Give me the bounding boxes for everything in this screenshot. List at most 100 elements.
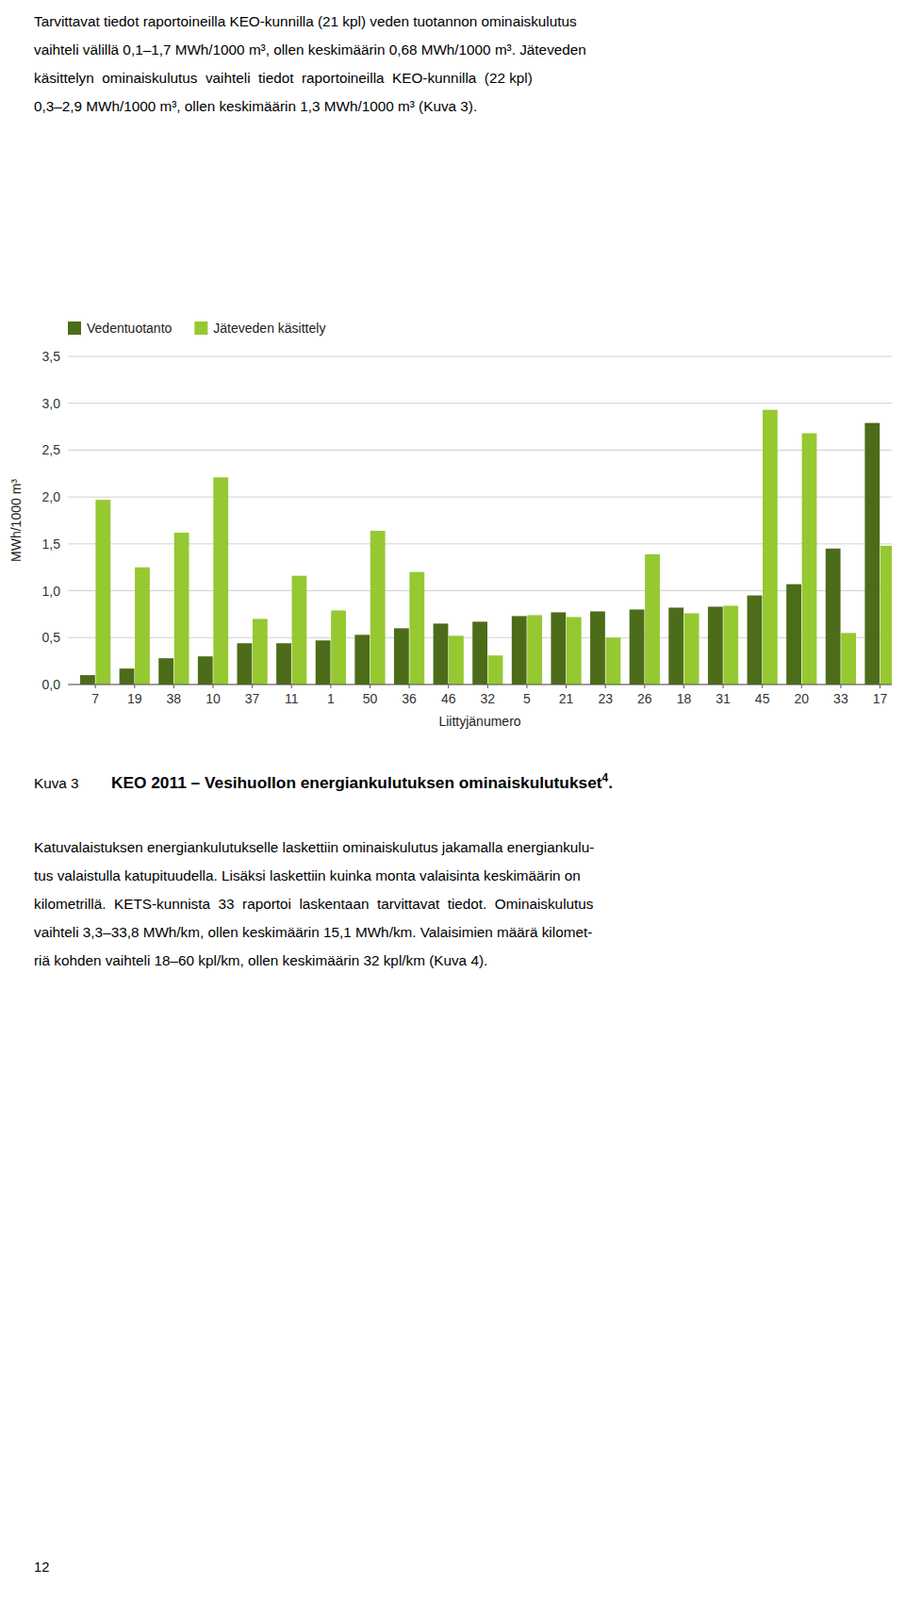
caption-period: . xyxy=(608,773,613,792)
bar xyxy=(880,545,892,685)
body-line: riä kohden vaihteli 18–60 kpl/km, ollen … xyxy=(33,952,488,969)
legend-item: Vedentuotanto xyxy=(67,320,173,336)
bar xyxy=(668,607,684,685)
y-tick-label: 2,0 xyxy=(42,489,62,505)
bar xyxy=(550,611,566,685)
x-tick xyxy=(683,684,685,689)
y-tick-label: 3,0 xyxy=(42,395,62,412)
page: Tarvittavat tiedot raportoineilla KEO-ku… xyxy=(0,0,905,1600)
bar xyxy=(684,612,700,685)
bar xyxy=(330,609,346,685)
x-tick xyxy=(643,684,645,689)
y-tick-label: 1,0 xyxy=(42,583,62,599)
x-tick-label: 10 xyxy=(205,691,221,707)
body-line: vaihteli välillä 0,1–1,7 MWh/1000 m³, ol… xyxy=(33,41,587,58)
bar xyxy=(80,674,96,685)
x-tick xyxy=(879,684,881,689)
x-axis-line xyxy=(67,684,892,686)
x-tick xyxy=(605,684,607,689)
bar xyxy=(354,634,370,685)
caption: Kuva 3KEO 2011 – Vesihuollon energiankul… xyxy=(33,771,613,792)
x-tick-label: 50 xyxy=(362,691,379,707)
bar xyxy=(590,610,606,685)
legend-item: Jäteveden käsittely xyxy=(194,320,326,336)
chart: 0,00,51,01,52,02,53,03,57193810371115036… xyxy=(8,320,896,729)
x-tick-label: 7 xyxy=(91,691,99,707)
x-tick xyxy=(487,684,489,689)
bar xyxy=(644,554,660,685)
bar xyxy=(472,621,488,685)
bar xyxy=(488,655,504,685)
legend-swatch xyxy=(67,321,82,335)
legend-label: Vedentuotanto xyxy=(86,320,173,336)
bars xyxy=(80,410,892,685)
x-tick xyxy=(447,684,449,689)
legend-swatch xyxy=(194,321,208,335)
bar xyxy=(840,632,856,685)
y-tick-label: 1,5 xyxy=(42,536,62,552)
x-tick-label: 17 xyxy=(872,691,889,707)
bar xyxy=(370,530,386,685)
x-tick-label: 20 xyxy=(793,691,809,707)
bar xyxy=(566,616,582,685)
grid-line xyxy=(67,684,892,686)
bar xyxy=(786,584,802,685)
x-axis-label: Liittyjänumero xyxy=(438,713,521,729)
y-tick-label: 0,5 xyxy=(42,629,62,645)
x-tick xyxy=(526,684,527,689)
x-tick-label: 1 xyxy=(327,691,335,707)
x-tick xyxy=(369,684,371,689)
top-paragraph: Tarvittavat tiedot raportoineilla KEO-ku… xyxy=(33,13,587,115)
body-line: Tarvittavat tiedot raportoineilla KEO-ku… xyxy=(33,13,577,30)
x-tick xyxy=(173,684,175,689)
bottom-paragraph: Katuvalaistuksen energiankulutukselle la… xyxy=(33,839,594,969)
body-line: kilometrillä. KETS-kunnista 33 raportoi … xyxy=(33,895,594,912)
x-tick xyxy=(251,684,253,689)
bar xyxy=(802,433,818,685)
x-tick xyxy=(212,684,214,689)
x-tick xyxy=(95,684,97,689)
x-tick-label: 32 xyxy=(480,691,496,707)
bar xyxy=(276,642,292,685)
bar xyxy=(409,572,425,685)
x-tick xyxy=(133,684,135,689)
bar xyxy=(747,595,763,685)
bar xyxy=(762,410,778,685)
x-tick-label: 36 xyxy=(401,691,417,707)
x-tick-label: 26 xyxy=(637,691,653,707)
bar xyxy=(723,605,739,685)
x-tick-label: 46 xyxy=(441,691,457,707)
grid-line xyxy=(67,402,892,404)
body-line: käsittelyn ominaiskulutus vaihteli tiedo… xyxy=(33,69,533,86)
bar xyxy=(213,477,229,685)
bar xyxy=(448,635,464,685)
x-tick-label: 37 xyxy=(245,691,261,707)
x-tick-label: 11 xyxy=(284,691,299,707)
y-axis-label: MWh/1000 m³ xyxy=(8,478,24,562)
x-tick xyxy=(723,684,724,689)
x-tick xyxy=(565,684,567,689)
bar xyxy=(605,637,621,685)
bar xyxy=(864,423,880,685)
x-tick-label: 31 xyxy=(715,691,731,707)
bar xyxy=(95,499,111,685)
bar xyxy=(134,567,150,685)
y-tick-label: 2,5 xyxy=(42,442,62,458)
bar xyxy=(629,608,645,685)
bar xyxy=(158,658,174,685)
bar xyxy=(197,656,214,685)
bar xyxy=(707,606,724,685)
x-tick xyxy=(761,684,763,689)
caption-label: Kuva 3 xyxy=(33,774,80,791)
bar xyxy=(252,618,268,685)
bar xyxy=(236,642,252,685)
x-tick-label: 23 xyxy=(597,691,613,707)
x-tick xyxy=(839,684,841,689)
y-tick-label: 0,0 xyxy=(42,676,62,692)
bar xyxy=(511,615,527,685)
y-axis: 0,00,51,01,52,02,53,03,5 xyxy=(42,348,892,692)
bar xyxy=(433,623,449,685)
bar xyxy=(526,614,543,685)
x-tick-label: 45 xyxy=(755,691,771,707)
body-line: 0,3–2,9 MWh/1000 m³, ollen keskimäärin 1… xyxy=(33,98,478,115)
